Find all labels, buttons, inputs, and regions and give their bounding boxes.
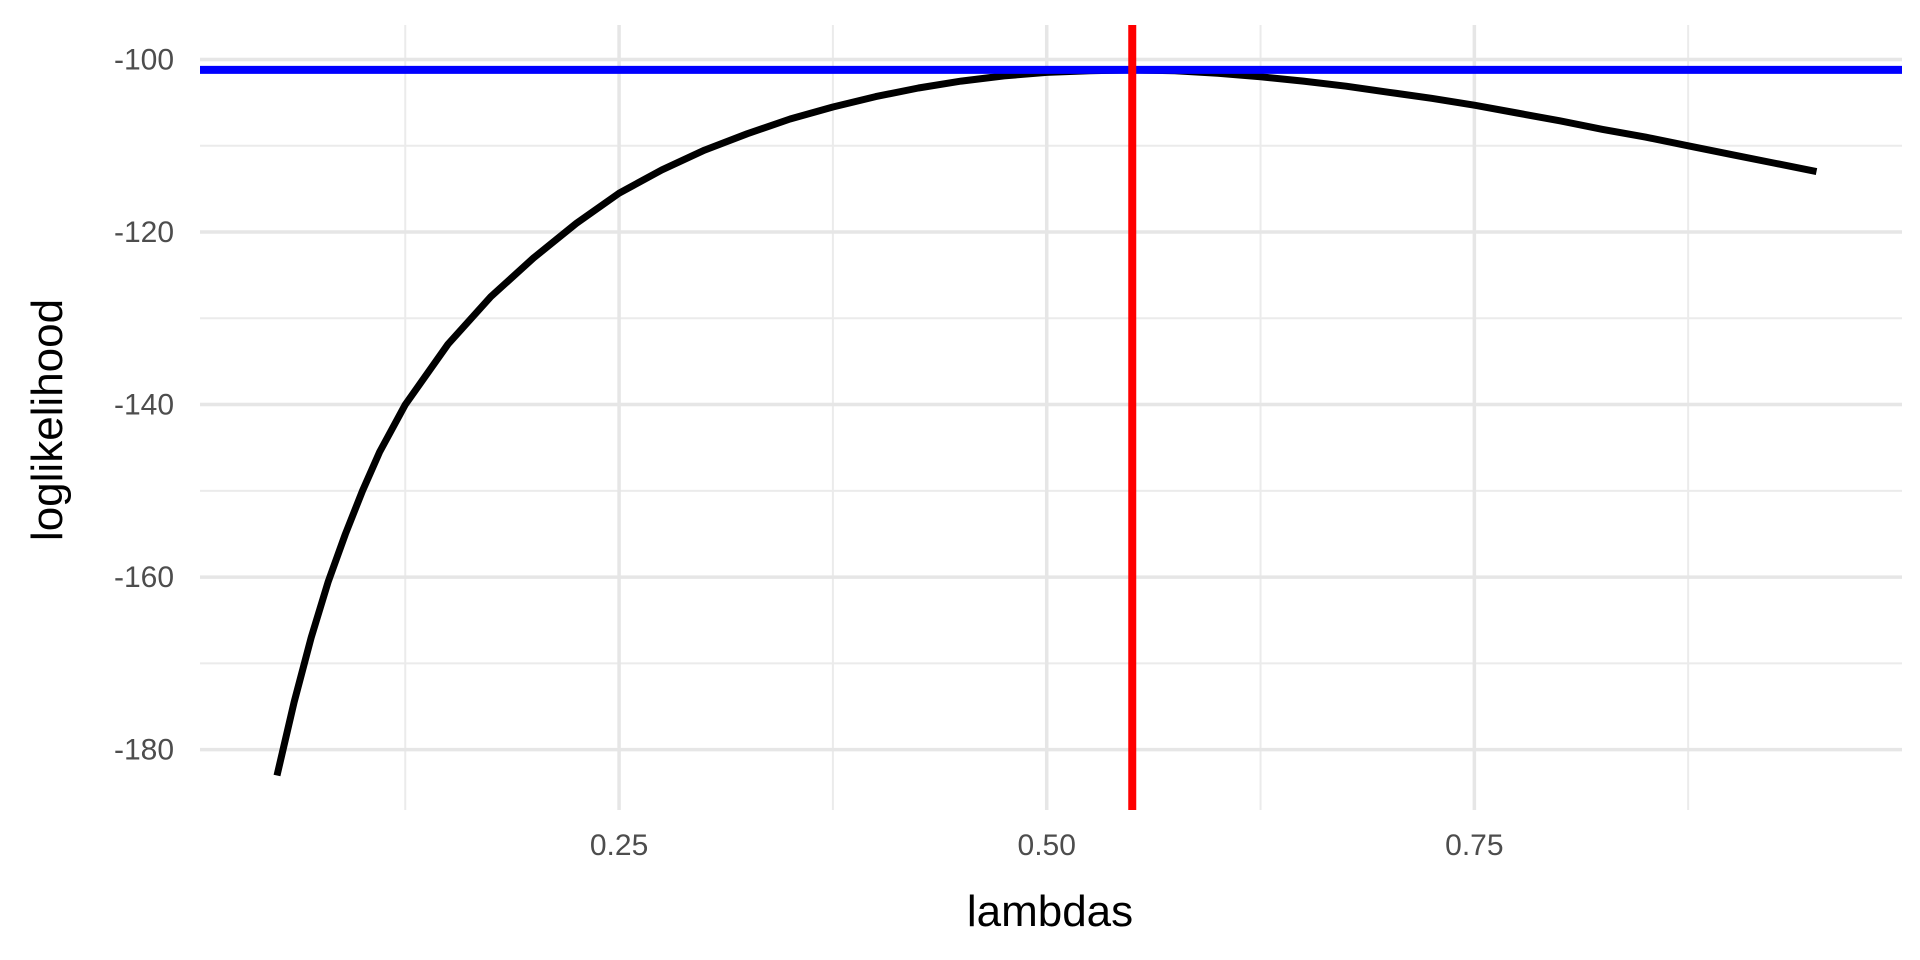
y-tick-label: -180: [114, 734, 174, 767]
y-axis-tick-labels: -100 -120 -140 -160 -180: [114, 44, 174, 767]
y-tick-label: -100: [114, 44, 174, 77]
minor-gridlines: [200, 25, 1902, 810]
x-axis-title: lambdas: [967, 887, 1133, 936]
x-tick-label: 0.25: [590, 829, 648, 862]
x-tick-label: 0.50: [1018, 829, 1076, 862]
reference-lines: [200, 25, 1902, 810]
major-gridlines: [200, 25, 1902, 810]
y-tick-label: -120: [114, 216, 174, 249]
series-layer: [273, 66, 1818, 777]
x-tick-label: 0.75: [1445, 829, 1503, 862]
y-tick-label: -140: [114, 389, 174, 422]
x-axis-tick-labels: 0.25 0.50 0.75: [590, 829, 1504, 862]
series-line-0: [273, 66, 1818, 777]
y-axis-title: loglikelihood: [23, 299, 72, 541]
y-tick-label: -160: [114, 561, 174, 594]
